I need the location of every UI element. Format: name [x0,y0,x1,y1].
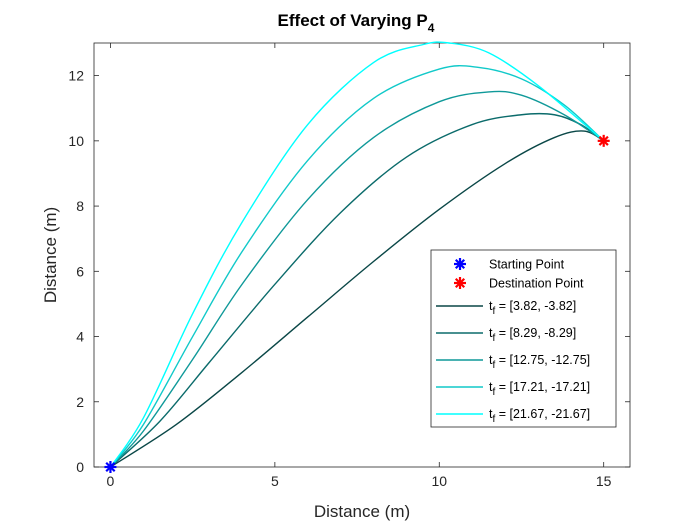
series-line-4 [109,65,605,468]
legend-series-label: tf = [21.67, -21.67] [489,407,590,425]
legend-series-label: tf = [12.75, -12.75] [489,353,590,371]
y-tick-label: 6 [76,263,84,279]
legend-label: Destination Point [489,277,584,291]
y-tick-label: 4 [76,329,84,345]
legend-series-label: tf = [8.29, -8.29] [489,326,576,344]
destination-point-marker [597,134,610,147]
legend-starting-point-icon [454,258,466,270]
series-line-5 [109,41,605,468]
legend-destination-point-icon [454,277,466,289]
series-line-3 [109,90,605,468]
axis-ticks: 0 5 10 15 0 2 4 6 8 10 12 [68,43,630,489]
chart-title: Effect of Varying P4 [278,11,435,35]
y-tick-label: 2 [76,394,84,410]
x-tick-label: 0 [107,473,115,489]
x-tick-label: 5 [271,473,279,489]
y-axis-label: Distance (m) [41,207,60,303]
series-line-2 [109,112,605,468]
y-tick-label: 12 [68,68,84,84]
y-tick-label: 8 [76,198,84,214]
legend-series-label: tf = [17.21, -17.21] [489,380,590,398]
x-tick-label: 15 [596,473,612,489]
starting-point-marker [104,461,117,473]
series-line-1 [110,130,605,468]
legend-box [430,249,617,428]
x-tick-label: 10 [431,473,447,489]
y-tick-label: 0 [76,459,84,475]
legend-label: Starting Point [489,258,565,272]
legend: Starting Point Destination Point tf = [3.8… [430,249,617,428]
legend-series-label: tf = [3.82, -3.82] [489,299,576,317]
series-lines [109,41,605,468]
y-tick-label: 10 [68,133,84,149]
x-axis-label: Distance (m) [314,502,410,521]
point-markers [104,134,610,473]
